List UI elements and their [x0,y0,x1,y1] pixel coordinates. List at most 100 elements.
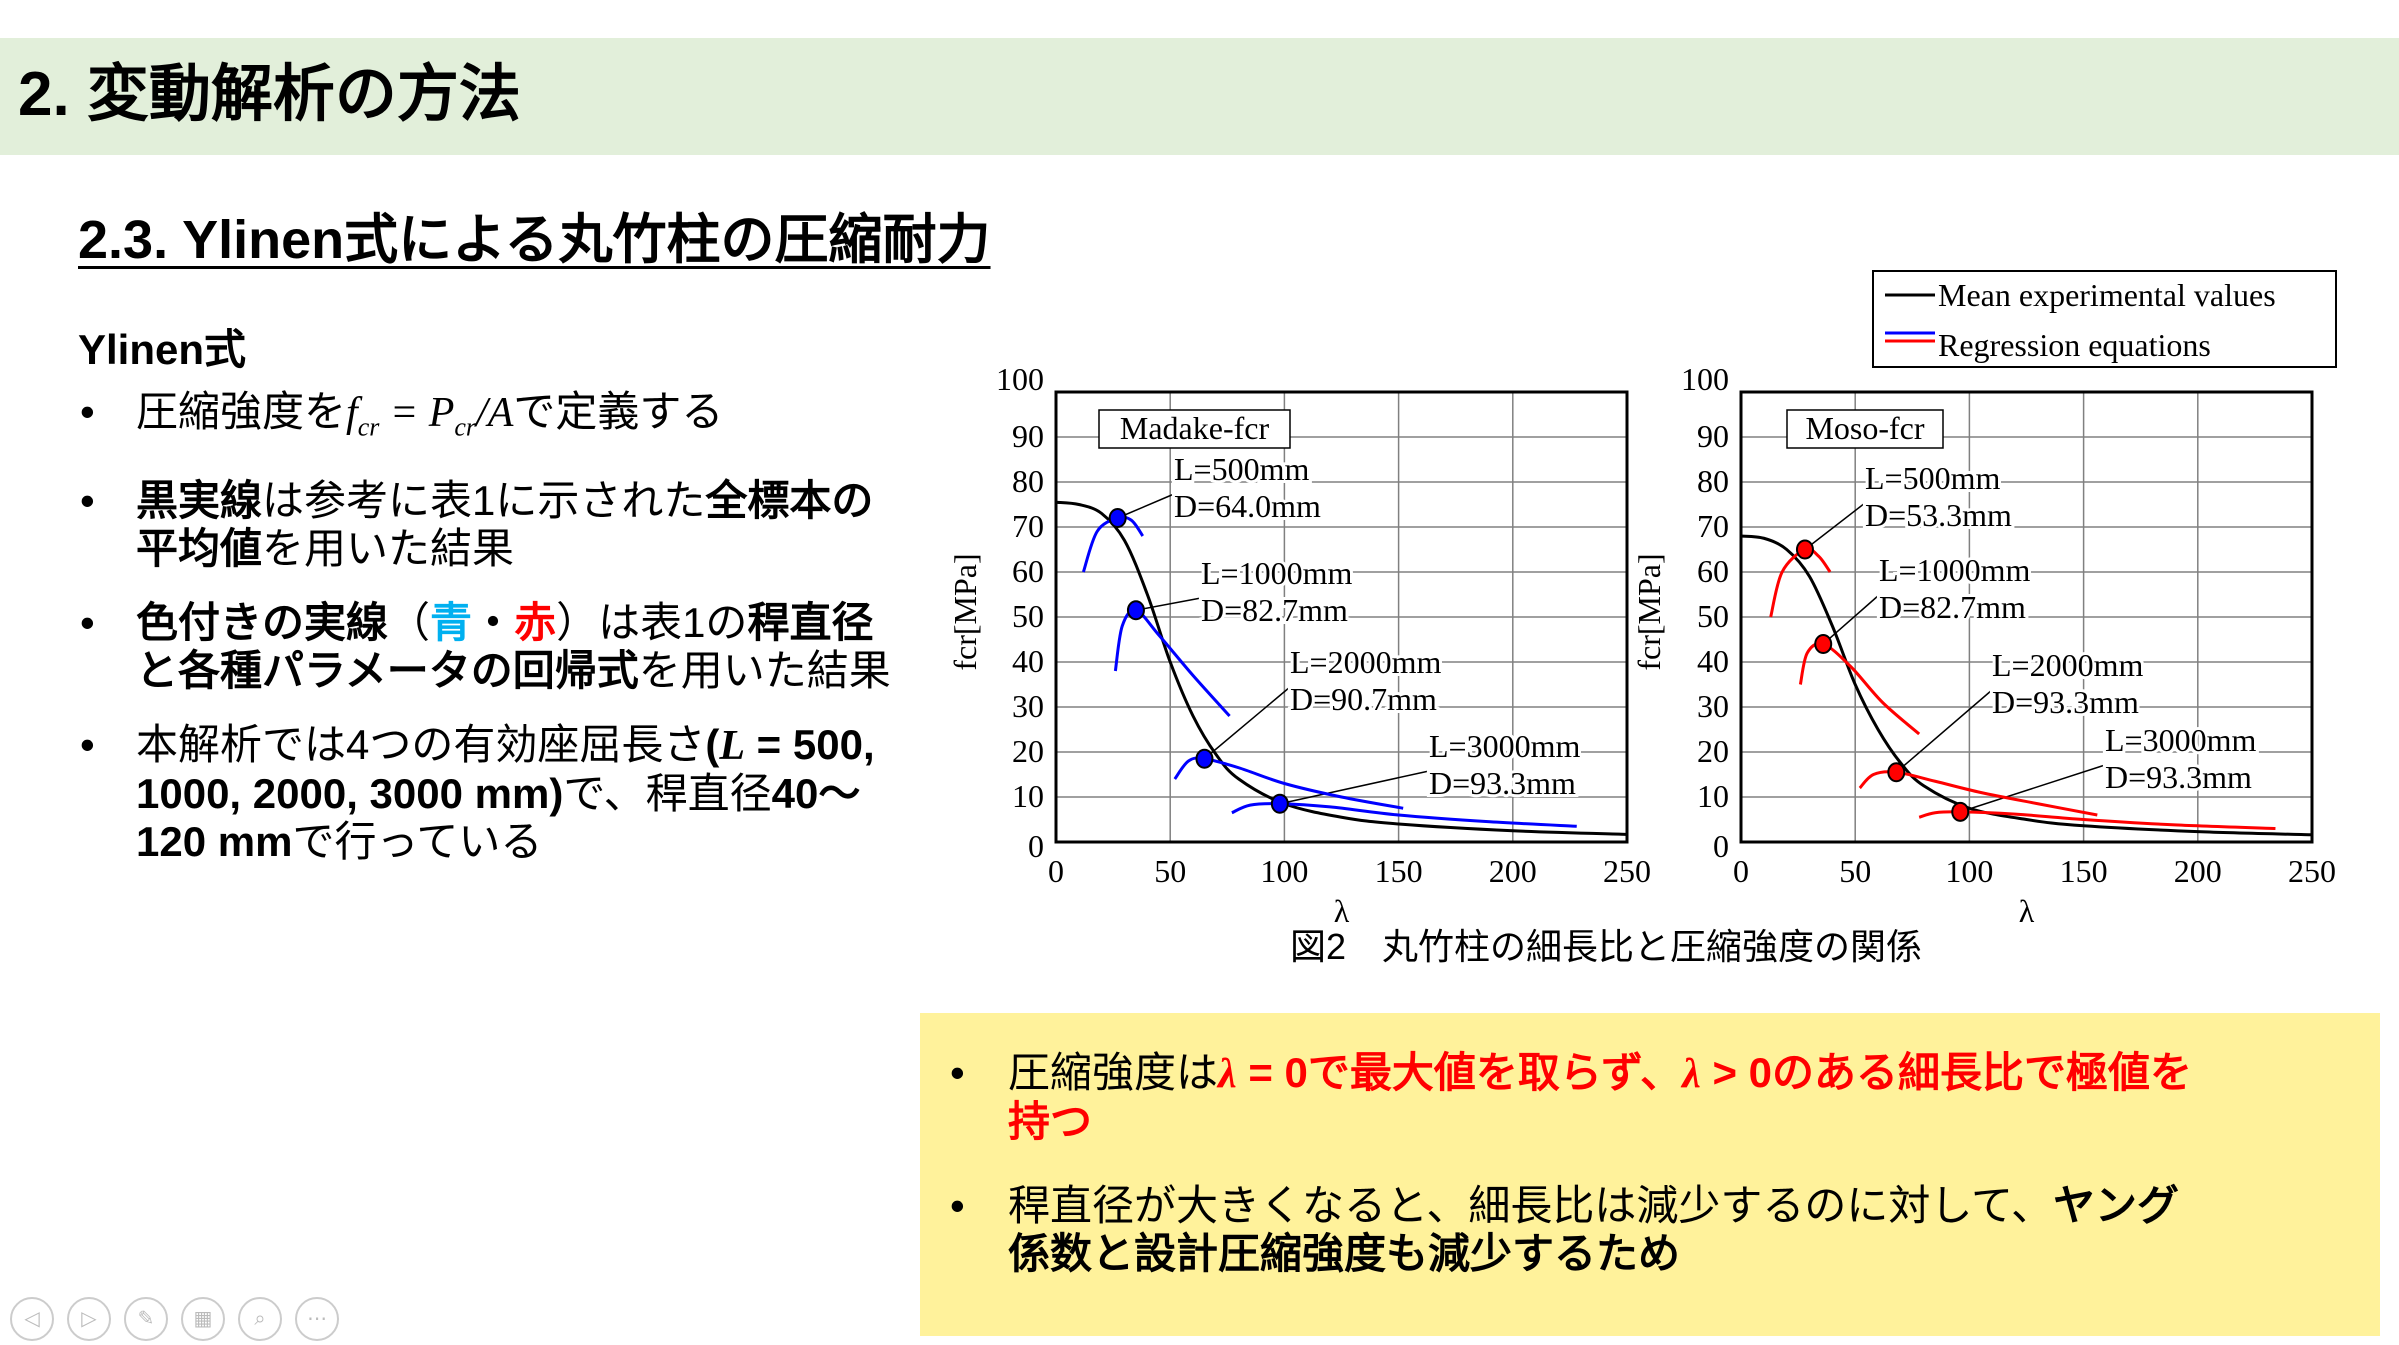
y-tick-label: 90 [1012,418,1044,454]
text-run: で行っている [292,818,543,866]
curve-annotation: L=500mm [1174,451,1309,487]
leader-line [1203,686,1291,760]
text-run: を用いた結果 [262,525,515,573]
text-run: 全標本の平均値 [136,477,874,573]
x-tick-label: 50 [1154,853,1186,889]
more-icon[interactable]: ⋯ [295,1297,339,1341]
text-run: 赤 [514,599,557,647]
ylinen-heading: Ylinen式 [78,326,247,373]
panel-title-box [1786,409,1944,449]
bullet-item: • 色付きの実線（青・赤）は表1の稈直径と各種パラメータの回帰式を用いた結果 [78,599,898,695]
y-tick-label: 0 [1713,828,1729,864]
data-marker [1108,508,1127,528]
text-run: f [346,390,358,436]
leader-line [1135,597,1202,611]
text-run: = [379,390,429,436]
summary-box: • 圧縮強度はλ = 0で最大値を取らず、λ > 0のある細長比で極値を持つ • 稈直… [920,1013,2380,1336]
curve-annotation: D=53.3mm [1865,497,2012,533]
mean-curve [1055,500,1628,836]
zoom-icon[interactable]: ⌕ [238,1297,282,1341]
y-tick-label: 50 [1012,598,1044,634]
regression-curve [1769,547,1832,618]
x-tick-label: 50 [1839,853,1871,889]
text-run: = 500, 1000, 2000, 3000 mm) [136,721,875,818]
text-run: ヤング係数と設計圧縮強度も減少するため [1008,1182,2179,1277]
text-run: 稈直径が大きくなると、細長比は減少するのに対して、 [1008,1182,2053,1229]
summary-item: • 稈直径が大きくなると、細長比は減少するのに対して、ヤング係数と設計圧縮強度も減… [920,1182,2208,1278]
regression-curve [1173,756,1404,810]
legend-box [1872,270,2337,368]
regression-curve [1858,770,2098,817]
regression-curve [1798,641,1921,736]
leader-line [1822,594,1880,645]
curve-annotation: D=90.7mm [1290,681,1437,717]
text-run: = 0 [1236,1049,1308,1096]
text-run: /A [476,390,514,436]
bullet-item: • 本解析では4つの有効座屈長さ(L = 500, 1000, 2000, 300… [78,721,898,866]
text-run: λ [1682,1051,1701,1097]
header-band [0,38,2399,155]
bullet-item: • 黒実線は参考に表1に示された全標本の平均値を用いた結果 [78,477,898,573]
y-tick-label: 10 [1697,778,1729,814]
y-tick-label: 100 [996,361,1044,397]
x-tick-label: 0 [1733,853,1749,889]
panel-title: Moso-fcr [1805,410,1924,446]
leader-line [1117,493,1175,519]
text-run: 圧縮強度は [1008,1049,1219,1096]
text-run: 黒実線 [136,477,263,525]
text-run: で最大値を取らず、 [1307,1049,1683,1096]
curve-annotation: D=82.7mm [1879,589,2026,625]
panel-title: Madake-fcr [1120,410,1270,446]
text-run: P [428,390,455,436]
y-tick-label: 10 [1012,778,1044,814]
data-marker [1814,634,1833,654]
y-tick-label: 70 [1697,508,1729,544]
text-run: 圧縮強度を [136,388,347,435]
leader-line [1279,770,1430,805]
prev-icon[interactable]: ◁ [10,1297,54,1341]
x-tick-label: 100 [1945,853,1993,889]
y-tick-label: 40 [1697,643,1729,679]
text-run: のある細長比で極値を持つ [1008,1049,2193,1145]
data-marker [1951,801,1970,822]
text-run: 色付きの実線 [136,599,389,647]
data-marker [1270,793,1289,814]
curve-annotation: D=93.3mm [1992,684,2139,720]
curve-annotation: L=2000mm [1992,647,2143,683]
x-tick-label: 200 [2174,853,2222,889]
bullet-item: • 圧縮強度をfcr = Pcr/Aで定義する [78,388,898,451]
text-run: ）は表1の [556,599,748,647]
text-run: ( [705,721,720,769]
pen-icon[interactable]: ✎ [124,1297,168,1341]
text-run: 本解析では4つの有効座屈長さ [136,721,706,769]
curve-annotation: L=1000mm [1201,555,1352,591]
curve-annotation: L=3000mm [1429,728,1580,764]
bullet-list: • 圧縮強度をfcr = Pcr/Aで定義する • 黒実線は参考に表1に示された全標本… [78,388,898,892]
regression-curve [1113,608,1231,718]
legend: Mean experimental values Regression equat… [1872,270,2337,368]
bullet-dot: • [80,477,95,525]
slides-icon[interactable]: ▦ [181,1297,225,1341]
x-tick-label: 200 [1489,853,1537,889]
y-axis-label: fcr[MPa] [947,553,983,670]
legend-label: Regression equations [1938,327,2211,363]
bullet-dot: • [950,1049,965,1096]
y-tick-label: 0 [1028,828,1044,864]
y-tick-label: 80 [1697,463,1729,499]
leader-line [1960,764,2106,813]
x-tick-label: 250 [1603,853,1651,889]
text-run: で定義する [513,388,724,435]
text-run: を用いた結果 [638,647,891,695]
y-tick-label: 40 [1012,643,1044,679]
text-run: 青 [430,599,473,647]
text-run: cr [454,412,477,442]
bullet-dot: • [80,599,95,647]
text-run: ・ [472,599,515,647]
y-axis-label: fcr[MPa] [1631,553,1667,670]
y-tick-label: 20 [1697,733,1729,769]
x-axis-label: λ [1334,893,1350,929]
x-tick-label: 100 [1260,853,1308,889]
bullet-dot: • [80,388,95,435]
next-icon[interactable]: ▷ [67,1297,111,1341]
